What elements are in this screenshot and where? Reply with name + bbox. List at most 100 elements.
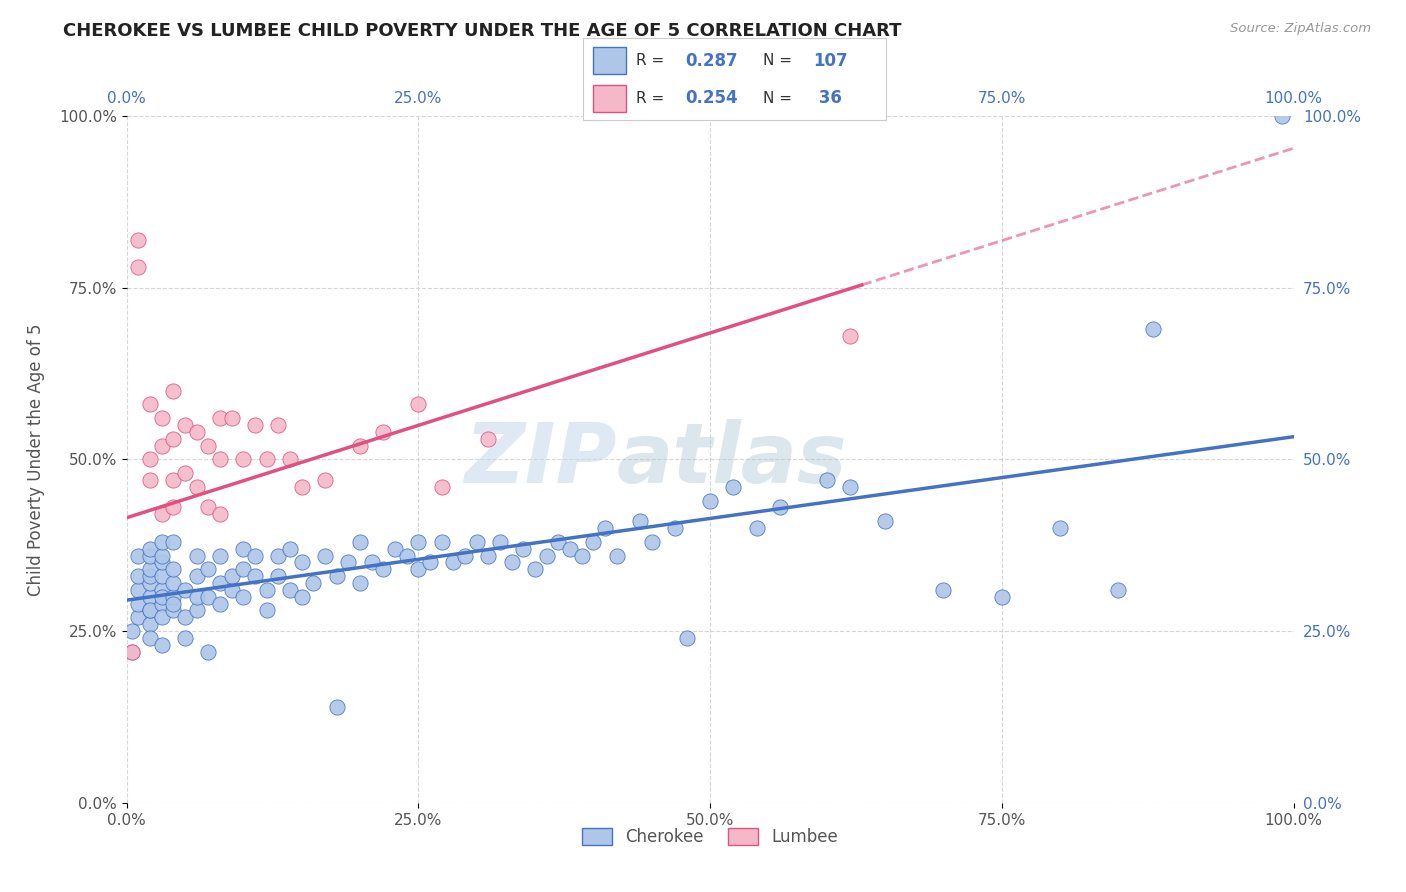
Point <box>150 439 173 453</box>
Point <box>664 521 686 535</box>
Point <box>150 610 173 624</box>
Point <box>162 500 184 515</box>
Point <box>232 541 254 556</box>
Point <box>489 534 512 549</box>
Point <box>243 549 266 563</box>
Point <box>593 521 616 535</box>
Point <box>139 541 162 556</box>
Point <box>150 638 173 652</box>
Y-axis label: Child Poverty Under the Age of 5: Child Poverty Under the Age of 5 <box>27 323 45 596</box>
Point <box>232 562 254 576</box>
Point <box>221 582 243 597</box>
Point <box>571 549 593 563</box>
Text: R =: R = <box>637 53 669 68</box>
Point <box>127 610 149 624</box>
Text: atlas: atlas <box>617 419 848 500</box>
Point <box>373 425 395 439</box>
Point <box>208 508 231 522</box>
Point <box>256 603 278 617</box>
Point <box>606 549 628 563</box>
Point <box>139 603 162 617</box>
Point <box>641 534 664 549</box>
Point <box>150 411 173 425</box>
Point <box>232 590 254 604</box>
Point <box>162 562 184 576</box>
Point <box>197 439 219 453</box>
Point <box>127 233 149 247</box>
Point <box>186 569 208 583</box>
Point <box>162 590 184 604</box>
Point <box>127 582 149 597</box>
Point <box>267 417 290 432</box>
Point <box>139 397 162 411</box>
Point <box>1142 322 1164 336</box>
Point <box>769 500 792 515</box>
Point <box>267 569 290 583</box>
Point <box>139 452 162 467</box>
Point <box>373 562 395 576</box>
Point <box>232 452 254 467</box>
Point <box>547 534 569 549</box>
Point <box>186 425 208 439</box>
Point <box>278 452 301 467</box>
Point <box>127 597 149 611</box>
Point <box>139 617 162 632</box>
Point <box>186 590 208 604</box>
Point <box>523 562 546 576</box>
Point <box>675 631 697 645</box>
Point <box>278 582 301 597</box>
Point <box>337 555 360 570</box>
Point <box>139 562 162 576</box>
Point <box>349 576 371 591</box>
Point <box>174 582 197 597</box>
Point <box>314 549 336 563</box>
Point <box>465 534 488 549</box>
Point <box>815 473 838 487</box>
Point <box>127 260 149 274</box>
Text: R =: R = <box>637 91 669 106</box>
Text: N =: N = <box>763 53 793 68</box>
Point <box>477 432 499 446</box>
Point <box>477 549 499 563</box>
Point <box>139 549 162 563</box>
Point <box>290 480 312 494</box>
FancyBboxPatch shape <box>592 85 626 112</box>
Point <box>139 569 162 583</box>
Point <box>139 590 162 604</box>
Point <box>384 541 406 556</box>
Point <box>162 473 184 487</box>
Point <box>221 411 243 425</box>
Point <box>208 411 231 425</box>
Point <box>121 645 143 659</box>
Text: 0.287: 0.287 <box>685 52 737 70</box>
Point <box>186 603 208 617</box>
Point <box>839 328 862 343</box>
Text: 0.254: 0.254 <box>685 89 737 107</box>
Point <box>256 582 278 597</box>
Point <box>139 603 162 617</box>
Point <box>267 549 290 563</box>
Point <box>325 569 347 583</box>
Point <box>174 631 197 645</box>
Point <box>875 514 897 528</box>
Point <box>208 549 231 563</box>
Point <box>256 452 278 467</box>
Point <box>628 514 651 528</box>
Point <box>121 645 143 659</box>
Point <box>127 569 149 583</box>
Point <box>582 534 605 549</box>
Point <box>395 549 418 563</box>
Point <box>430 480 453 494</box>
Text: N =: N = <box>763 91 793 106</box>
Point <box>150 508 173 522</box>
Point <box>430 534 453 549</box>
Point <box>150 590 173 604</box>
Point <box>186 549 208 563</box>
Point <box>162 432 184 446</box>
FancyBboxPatch shape <box>592 46 626 74</box>
Point <box>408 534 430 549</box>
Point <box>150 597 173 611</box>
Point <box>197 562 219 576</box>
Point <box>139 631 162 645</box>
Point <box>1108 582 1130 597</box>
